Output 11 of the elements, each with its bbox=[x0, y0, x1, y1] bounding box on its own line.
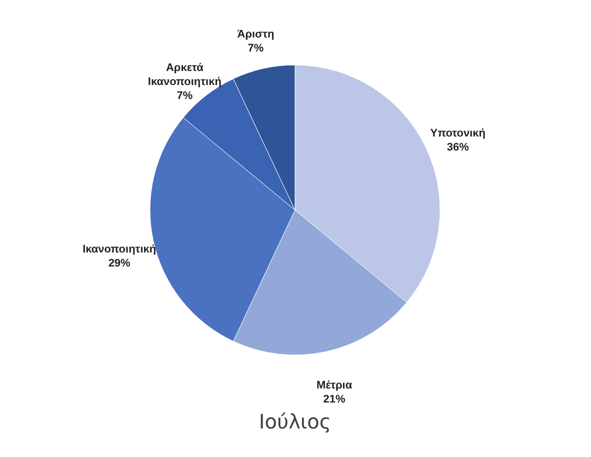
data-label: 7% bbox=[248, 42, 264, 54]
slice-label: Άριστη bbox=[237, 28, 274, 40]
data-label: 7% bbox=[176, 90, 193, 102]
text: Ιούλιος bbox=[258, 410, 332, 434]
data-label: 29% bbox=[108, 257, 131, 270]
slice-label: Υποτονική bbox=[430, 127, 486, 140]
data-label: 21% bbox=[323, 394, 346, 406]
slice-label: Ικανοποιητική bbox=[82, 243, 156, 256]
slice-label: Αρκετά Ικανοποιητική bbox=[148, 62, 222, 88]
data-label: 36% bbox=[446, 141, 470, 154]
slice-label: Μέτρια bbox=[316, 380, 352, 392]
